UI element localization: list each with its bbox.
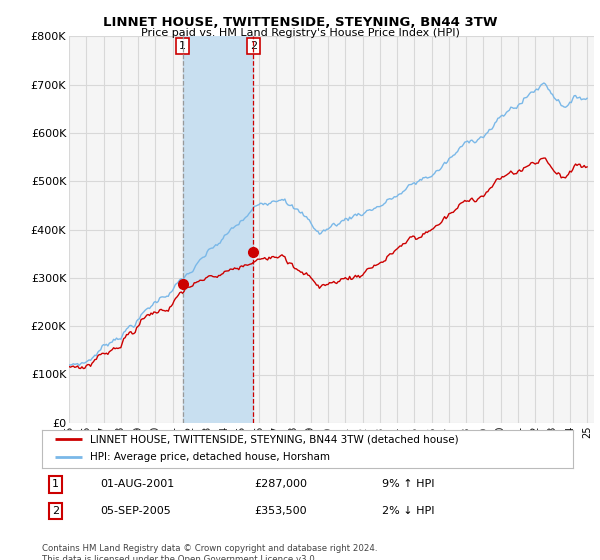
Text: 2% ↓ HPI: 2% ↓ HPI xyxy=(382,506,434,516)
Text: LINNET HOUSE, TWITTENSIDE, STEYNING, BN44 3TW: LINNET HOUSE, TWITTENSIDE, STEYNING, BN4… xyxy=(103,16,497,29)
Text: 01-AUG-2001: 01-AUG-2001 xyxy=(100,479,175,489)
Text: LINNET HOUSE, TWITTENSIDE, STEYNING, BN44 3TW (detached house): LINNET HOUSE, TWITTENSIDE, STEYNING, BN4… xyxy=(90,434,458,444)
Text: HPI: Average price, detached house, Horsham: HPI: Average price, detached house, Hors… xyxy=(90,452,330,462)
Text: 05-SEP-2005: 05-SEP-2005 xyxy=(100,506,171,516)
Text: £353,500: £353,500 xyxy=(254,506,307,516)
Text: 1: 1 xyxy=(52,479,59,489)
Text: Contains HM Land Registry data © Crown copyright and database right 2024.
This d: Contains HM Land Registry data © Crown c… xyxy=(42,544,377,560)
Bar xyxy=(182,36,253,423)
Text: 2: 2 xyxy=(52,506,59,516)
Text: 1: 1 xyxy=(179,41,186,51)
Text: Price paid vs. HM Land Registry's House Price Index (HPI): Price paid vs. HM Land Registry's House … xyxy=(140,28,460,38)
Text: 9% ↑ HPI: 9% ↑ HPI xyxy=(382,479,434,489)
Text: 2: 2 xyxy=(250,41,257,51)
Text: £287,000: £287,000 xyxy=(254,479,307,489)
